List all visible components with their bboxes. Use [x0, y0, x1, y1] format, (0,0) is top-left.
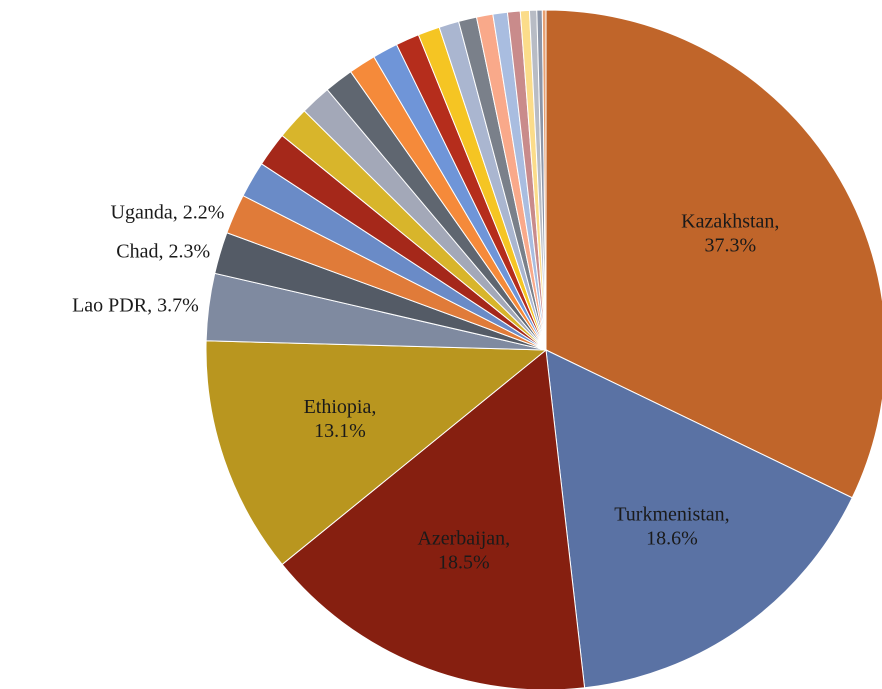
data-label-line: 18.5% [438, 551, 490, 573]
pie-slice [545, 349, 853, 689]
data-label-line: Ethiopia, [304, 396, 377, 418]
data-label: Kazakhstan, 37.3% [681, 210, 779, 256]
data-label: Lao PDR, 3.7% [72, 294, 199, 316]
pie-slice [281, 349, 586, 689]
data-label: Chad, 2.3% [116, 240, 210, 262]
pie-slice [205, 340, 548, 566]
data-label-line: 37.3% [704, 234, 756, 256]
data-label: Ethiopia, 13.1% [304, 396, 377, 442]
data-label: Uganda, 2.2% [111, 202, 225, 224]
data-label: Azerbaijan, 18.5% [417, 527, 510, 573]
pie-slice [545, 9, 882, 499]
data-label-line: 13.1% [314, 420, 366, 442]
data-label-line: Azerbaijan, [417, 527, 510, 549]
data-label-line: 18.6% [646, 527, 698, 549]
pie-slice [541, 9, 547, 351]
data-label-line: Turkmenistan, [614, 503, 729, 525]
data-label-line: Kazakhstan, [681, 210, 779, 232]
data-label: Turkmenistan, 18.6% [614, 503, 729, 549]
